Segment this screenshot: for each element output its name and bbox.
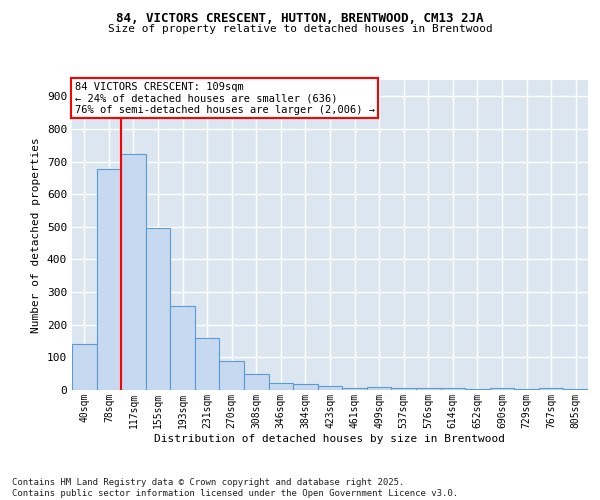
Bar [220, 362, 244, 390]
Bar [440, 388, 465, 390]
X-axis label: Distribution of detached houses by size in Brentwood: Distribution of detached houses by size … [155, 434, 505, 444]
Bar [121, 154, 146, 390]
Bar [563, 389, 588, 390]
Bar [97, 169, 121, 390]
Text: 84 VICTORS CRESCENT: 109sqm
← 24% of detached houses are smaller (636)
76% of se: 84 VICTORS CRESCENT: 109sqm ← 24% of det… [74, 82, 374, 115]
Y-axis label: Number of detached properties: Number of detached properties [31, 137, 41, 333]
Bar [293, 384, 318, 390]
Bar [342, 388, 367, 390]
Bar [465, 389, 490, 390]
Bar [170, 306, 195, 390]
Bar [539, 388, 563, 390]
Bar [195, 338, 220, 390]
Bar [244, 374, 269, 390]
Bar [146, 228, 170, 390]
Text: 84, VICTORS CRESCENT, HUTTON, BRENTWOOD, CM13 2JA: 84, VICTORS CRESCENT, HUTTON, BRENTWOOD,… [116, 12, 484, 26]
Bar [367, 386, 391, 390]
Bar [416, 388, 440, 390]
Bar [391, 388, 416, 390]
Bar [269, 383, 293, 390]
Bar [490, 388, 514, 390]
Bar [318, 386, 342, 390]
Bar [72, 344, 97, 390]
Text: Contains HM Land Registry data © Crown copyright and database right 2025.
Contai: Contains HM Land Registry data © Crown c… [12, 478, 458, 498]
Text: Size of property relative to detached houses in Brentwood: Size of property relative to detached ho… [107, 24, 493, 34]
